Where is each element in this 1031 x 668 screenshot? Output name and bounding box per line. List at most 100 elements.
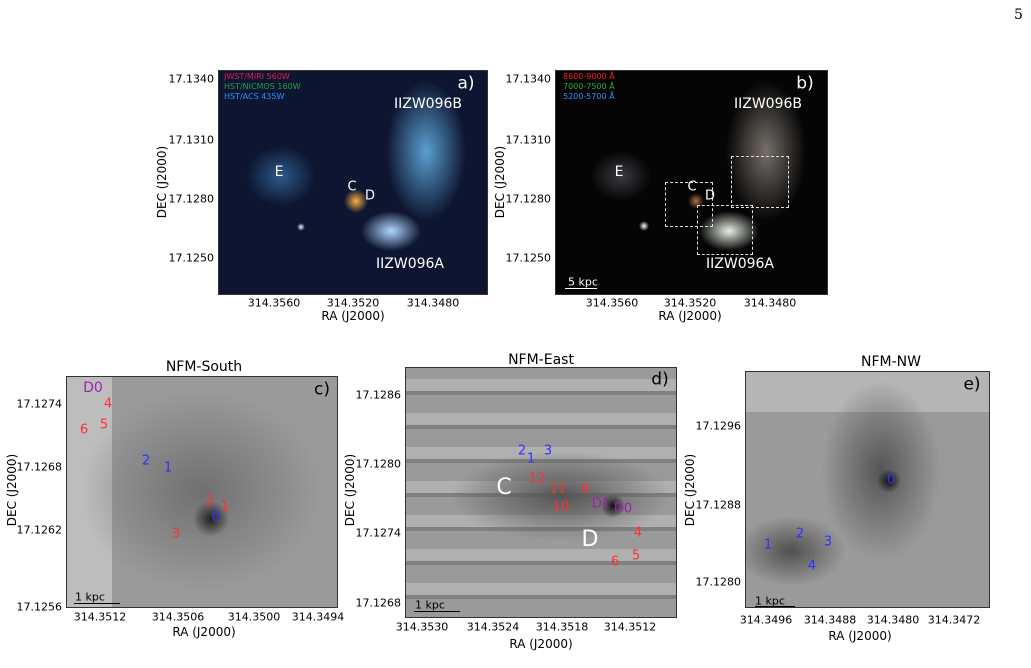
x-tick-label: 314.3560 — [247, 296, 301, 310]
annotation: IIZW096B — [393, 96, 463, 112]
y-axis-label: DEC (J2000) — [5, 453, 19, 527]
region-box — [731, 156, 789, 208]
annotation: 6 — [610, 554, 620, 570]
y-tick-label: 17.1280 — [168, 192, 215, 206]
annotation: 1 kpc — [415, 598, 445, 612]
annotation: D1 — [591, 496, 611, 512]
y-tick-label: 17.1340 — [168, 72, 215, 86]
annotation: 2 — [141, 453, 151, 469]
annotation: 1 — [220, 499, 230, 515]
annotation: 1 — [526, 451, 536, 467]
annotation: 0 — [886, 472, 896, 488]
panel-title: NFM-East — [508, 352, 574, 368]
annotation: IIZW096A — [706, 256, 774, 272]
scale-bar — [74, 603, 120, 604]
y-tick-label: 17.1288 — [695, 498, 742, 512]
annotation: E — [614, 164, 624, 180]
region-box — [665, 182, 713, 227]
annotation: 1 kpc — [755, 594, 785, 608]
y-tick-label: 17.1274 — [355, 526, 402, 540]
x-tick-label: 314.3512 — [603, 620, 657, 634]
x-tick-label: 314.3530 — [395, 620, 449, 634]
annotation: 5 — [99, 417, 109, 433]
annotation: 1 — [763, 537, 773, 553]
panel-label: a) — [457, 73, 475, 94]
x-tick-label: 314.3494 — [291, 610, 345, 624]
x-tick-label: 314.3524 — [466, 620, 520, 634]
x-tick-label: 314.3500 — [227, 610, 281, 624]
y-tick-label: 17.1310 — [168, 133, 215, 147]
x-tick-label: 314.3512 — [73, 610, 127, 624]
y-tick-label: 17.1286 — [355, 388, 402, 402]
annotation: D0 — [83, 380, 103, 396]
annotation: C — [687, 179, 697, 195]
image-panel — [66, 376, 338, 608]
annotation: C — [496, 475, 512, 500]
annotation: 4 — [807, 558, 817, 574]
x-axis-label: RA (J2000) — [509, 637, 573, 651]
annotation: E — [274, 164, 284, 180]
annotation: 0 — [211, 509, 221, 525]
scale-bar — [755, 606, 795, 607]
y-tick-label: 17.1274 — [16, 397, 63, 411]
x-tick-label: 314.3480 — [743, 296, 797, 310]
annotation: IIZW096A — [376, 256, 444, 272]
annotation: 1 — [163, 460, 173, 476]
panel-label: e) — [963, 374, 981, 395]
annotation: 5 — [631, 548, 641, 564]
x-tick-label: 314.3518 — [535, 620, 589, 634]
y-tick-label: 17.1268 — [355, 596, 402, 610]
region-box — [697, 205, 753, 255]
x-tick-label: 314.3520 — [663, 296, 717, 310]
y-tick-label: 17.1296 — [695, 419, 742, 433]
y-axis-label: DEC (J2000) — [683, 453, 697, 527]
annotation: 3 — [171, 526, 181, 542]
y-axis-label: DEC (J2000) — [493, 145, 507, 219]
annotation: 2 — [517, 443, 527, 459]
y-tick-label: 17.1340 — [505, 72, 552, 86]
annotation: 12 — [528, 471, 546, 487]
y-tick-label: 17.1280 — [505, 192, 552, 206]
x-axis-label: RA (J2000) — [172, 625, 236, 639]
scale-bar — [414, 611, 460, 612]
annotation: C — [347, 179, 357, 195]
image-panel — [218, 70, 488, 295]
x-axis-label: RA (J2000) — [658, 309, 722, 323]
y-tick-label: 17.1250 — [168, 251, 215, 265]
y-tick-label: 17.1280 — [695, 575, 742, 589]
annotation: D — [704, 188, 716, 204]
legend-entry: JWST/MIRI 560W — [224, 72, 290, 81]
annotation: 3 — [543, 443, 553, 459]
x-axis-label: RA (J2000) — [828, 629, 892, 643]
y-axis-label: DEC (J2000) — [343, 453, 357, 527]
annotation: 6 — [79, 422, 89, 438]
annotation: D0 — [613, 501, 633, 517]
annotation: 4 — [633, 525, 643, 541]
y-tick-label: 17.1268 — [16, 460, 63, 474]
image-panel — [405, 367, 677, 618]
annotation: 2 — [795, 526, 805, 542]
image-panel — [745, 371, 990, 608]
legend-entry: 8600-9000 Å — [563, 72, 615, 81]
scale-bar — [565, 288, 597, 289]
x-tick-label: 314.3480 — [406, 296, 460, 310]
annotation: 11 — [549, 481, 567, 497]
panel-title: NFM-South — [165, 359, 243, 375]
x-tick-label: 314.3496 — [739, 613, 793, 627]
annotation: 1 kpc — [75, 590, 105, 604]
y-tick-label: 17.1280 — [355, 457, 402, 471]
x-tick-label: 314.3506 — [151, 610, 205, 624]
x-tick-label: 314.3480 — [866, 613, 920, 627]
y-tick-label: 17.1256 — [16, 600, 63, 614]
x-tick-label: 314.3472 — [927, 613, 981, 627]
panel-label: d) — [651, 369, 669, 390]
legend-entry: 5200-5700 Å — [563, 92, 615, 101]
y-tick-label: 17.1310 — [505, 133, 552, 147]
legend-entry: HST/ACS 435W — [224, 92, 285, 101]
panel-label: c) — [314, 379, 330, 400]
annotation: 4 — [103, 396, 113, 412]
annotation: 2 — [205, 493, 215, 509]
page-number: 5 — [1014, 7, 1023, 23]
annotation: IIZW096B — [733, 96, 803, 112]
annotation: 3 — [823, 534, 833, 550]
